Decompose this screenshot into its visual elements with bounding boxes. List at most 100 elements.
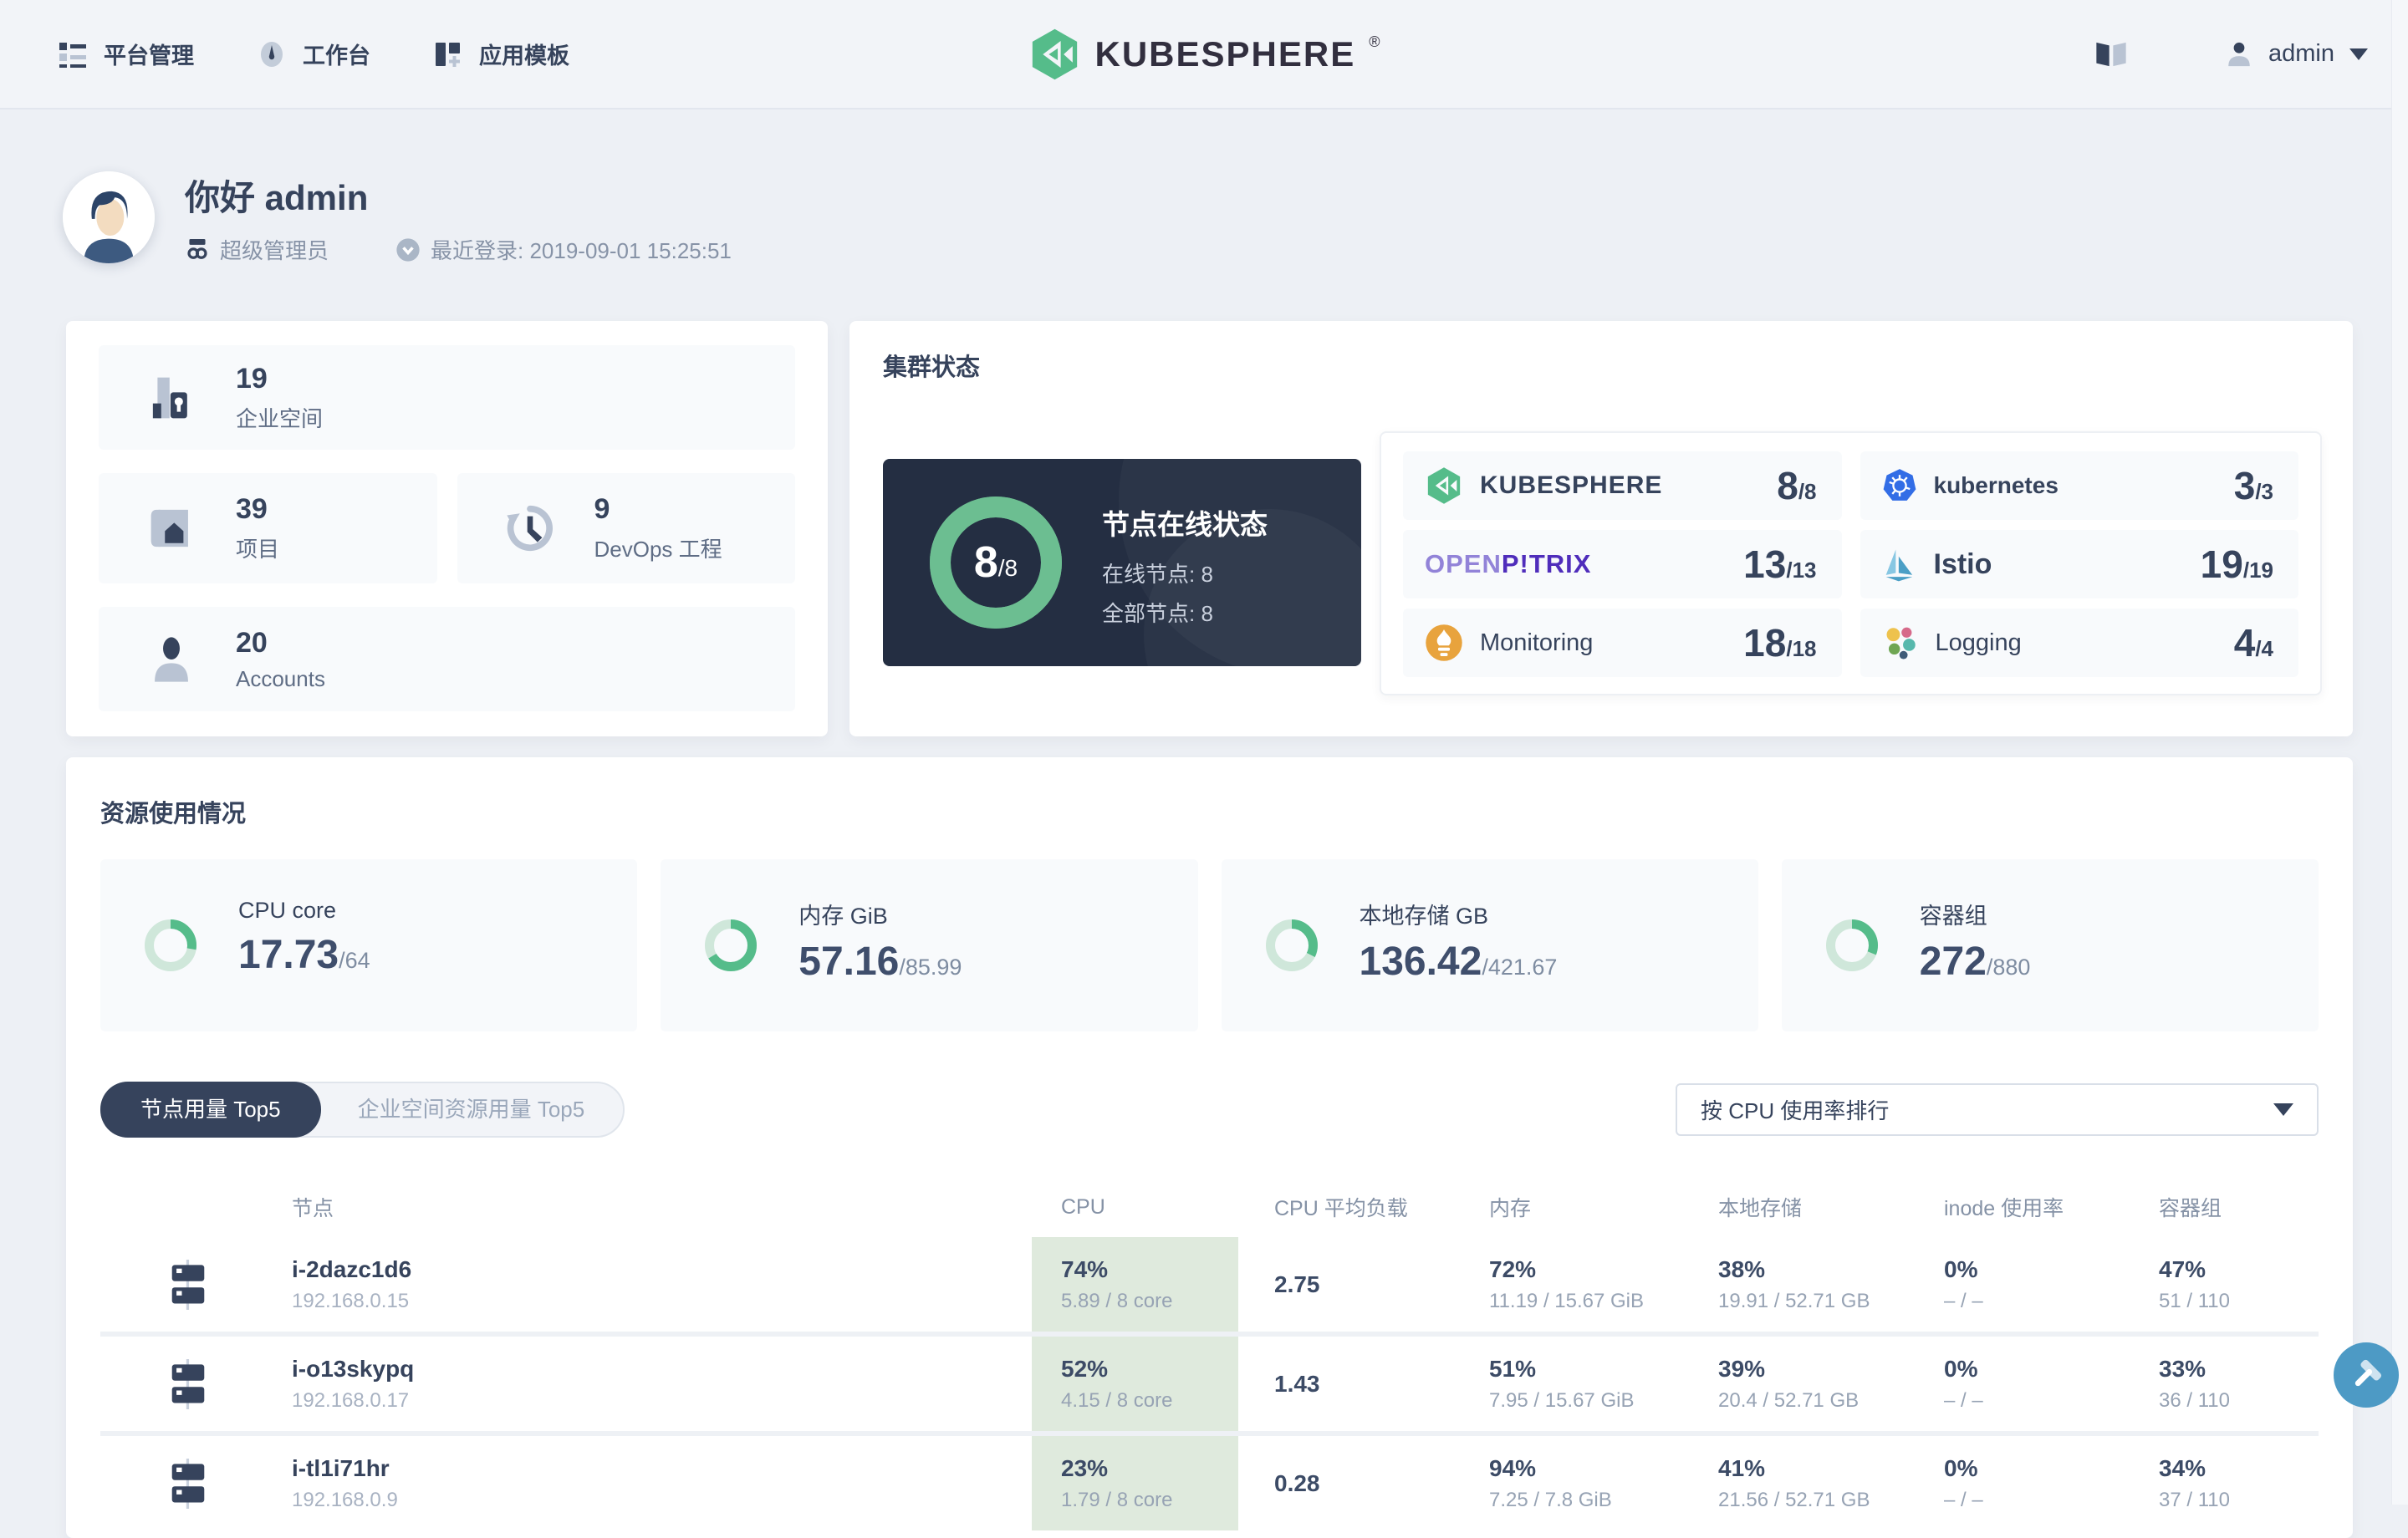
tab-workspace-usage-top5[interactable]: 企业空间资源用量 Top5	[357, 1097, 585, 1122]
platform-icon	[59, 40, 87, 69]
resource-used: 17.73	[238, 933, 339, 977]
resource-tile-cpu: CPU core 17.73/64	[100, 859, 638, 1031]
logo-text: KUBESPHERE	[1094, 33, 1356, 74]
nav-right: admin	[2094, 40, 2368, 69]
resource-tile-pods: 容器组 272/880	[1781, 859, 2319, 1031]
table-row[interactable]: i-o13skypq 192.168.0.17 52% 4.15 / 8 cor…	[100, 1337, 2319, 1431]
node-icon	[167, 1458, 209, 1509]
component-name: Istio	[1933, 547, 1992, 580]
table-row[interactable]: i-2dazc1d6 192.168.0.15 74% 5.89 / 8 cor…	[100, 1237, 2319, 1332]
openpitrix-logo: OPENP!TRIX	[1425, 549, 1592, 578]
cluster-status-title: 集群状态	[883, 354, 981, 381]
role-label: 超级管理员	[220, 238, 329, 263]
resource-tile-memory: 内存 GiB 57.16/85.99	[661, 859, 1198, 1031]
fluentd-icon	[1882, 624, 1919, 661]
hammer-icon	[2347, 1356, 2385, 1394]
pods-percent: 47%	[2159, 1255, 2206, 1282]
component-total: /4	[2255, 636, 2273, 661]
app-templates-icon	[434, 40, 462, 69]
table-header: 节点 CPU CPU 平均负载 内存 本地存储 inode 使用率 容器组	[100, 1184, 2319, 1230]
col-header-memory: 内存	[1489, 1197, 1532, 1220]
avatar[interactable]	[63, 171, 155, 263]
prometheus-icon	[1425, 624, 1463, 662]
storage-percent: 39%	[1718, 1355, 1766, 1382]
inode-detail: – / –	[1944, 1488, 1983, 1511]
stat-projects[interactable]: 39 项目	[99, 473, 437, 583]
stat-label: 企业空间	[236, 405, 324, 431]
col-header-storage: 本地存储	[1718, 1197, 1803, 1220]
component-total: /8	[1798, 479, 1817, 504]
cluster-status-card: 集群状态 8 /8 节点在线状态 在线节点: 8 全部节点: 8 KUBESPH…	[849, 321, 2353, 736]
component-total: /19	[2242, 558, 2273, 583]
component-count: 8	[1777, 464, 1798, 507]
stat-workspaces[interactable]: 19 企业空间	[99, 345, 795, 450]
sort-select-value: 按 CPU 使用率排行	[1701, 1098, 1890, 1123]
nav-item-label: 工作台	[303, 43, 370, 69]
resource-label: CPU core	[238, 898, 337, 923]
table-row[interactable]: i-tl1i71hr 192.168.0.9 23% 1.79 / 8 core…	[100, 1436, 2319, 1530]
storage-detail: 19.91 / 52.71 GB	[1718, 1289, 1870, 1312]
istio-icon	[1882, 547, 1917, 582]
workbench-icon	[258, 40, 286, 69]
storage-donut	[1265, 919, 1318, 971]
pods-detail: 51 / 110	[2159, 1289, 2230, 1312]
node-name: i-o13skypq	[292, 1355, 415, 1382]
toolbox-button[interactable]	[2334, 1342, 2399, 1408]
sort-select[interactable]: 按 CPU 使用率排行	[1676, 1083, 2319, 1136]
cpu-donut	[145, 919, 196, 971]
node-status-heading: 节点在线状态	[1102, 509, 1268, 540]
scrollbar-track[interactable]	[2391, 0, 2408, 1505]
cpu-percent: 23%	[1061, 1454, 1109, 1481]
inode-percent: 0%	[1944, 1355, 1978, 1382]
nav-item-workbench[interactable]: 工作台	[258, 38, 370, 70]
kubesphere-logo[interactable]: KUBESPHERE ®	[1028, 28, 1380, 81]
nav-item-label: 平台管理	[104, 43, 194, 69]
kubernetes-icon	[1882, 468, 1917, 503]
stat-devops[interactable]: 9 DevOps 工程	[457, 473, 795, 583]
nav-item-platform[interactable]: 平台管理	[59, 38, 194, 70]
component-count: 13	[1743, 542, 1787, 586]
tab-node-usage-top5[interactable]: 节点用量 Top5	[100, 1082, 321, 1138]
col-header-node: 节点	[292, 1197, 334, 1220]
cpu-percent: 52%	[1061, 1355, 1109, 1382]
nodes-online-label: 在线节点: 8	[1102, 562, 1213, 587]
stat-value: 20	[236, 626, 268, 659]
memory-detail: 11.19 / 15.67 GiB	[1489, 1289, 1645, 1312]
project-icon	[145, 502, 197, 554]
resource-tile-storage: 本地存储 GB 136.42/421.67	[1221, 859, 1758, 1031]
cpu-load: 2.75	[1274, 1271, 1320, 1297]
storage-percent: 41%	[1718, 1454, 1766, 1481]
overview-stats-card: 19 企业空间 39 项目 9 DevOps 工程	[66, 321, 828, 736]
pods-percent: 33%	[2159, 1355, 2206, 1382]
resource-total: /880	[1986, 955, 2031, 980]
component-name: kubernetes	[1933, 472, 2059, 498]
col-header-load: CPU 平均负载	[1274, 1197, 1408, 1220]
nav-item-app-templates[interactable]: 应用模板	[434, 38, 569, 70]
component-openpitrix: OPENP!TRIX 13/13	[1403, 530, 1842, 598]
component-count: 4	[2233, 621, 2256, 665]
chevron-down-icon	[2349, 48, 2368, 60]
user-icon	[2225, 40, 2253, 69]
memory-detail: 7.95 / 15.67 GiB	[1489, 1388, 1635, 1412]
resource-used: 272	[1919, 940, 1987, 984]
user-menu[interactable]: admin	[2225, 40, 2368, 69]
nav-left: 平台管理 工作台 应用模板	[59, 38, 569, 70]
kubesphere-logo-icon	[1028, 28, 1082, 81]
storage-percent: 38%	[1718, 1255, 1766, 1282]
docs-book-icon[interactable]	[2094, 40, 2128, 69]
stat-value: 19	[236, 362, 268, 395]
kubesphere-icon	[1425, 466, 1463, 505]
storage-detail: 20.4 / 52.71 GB	[1718, 1388, 1860, 1412]
top-nav-bar: 平台管理 工作台 应用模板 KUBESPHERE ®	[0, 0, 2408, 109]
table-rows: i-2dazc1d6 192.168.0.15 74% 5.89 / 8 cor…	[100, 1237, 2319, 1530]
nav-item-label: 应用模板	[479, 43, 569, 69]
node-status-donut: 8 /8	[930, 497, 1062, 629]
inode-percent: 0%	[1944, 1454, 1978, 1481]
pods-donut	[1825, 919, 1878, 971]
pods-detail: 37 / 110	[2159, 1488, 2230, 1511]
nodes-total-count: /8	[997, 555, 1018, 581]
node-online-status-card: 8 /8 节点在线状态 在线节点: 8 全部节点: 8	[883, 459, 1361, 666]
component-monitoring: Monitoring 18/18	[1403, 609, 1842, 677]
nodes-online-count: 8	[973, 538, 998, 587]
stat-accounts[interactable]: 20 Accounts	[99, 607, 795, 711]
